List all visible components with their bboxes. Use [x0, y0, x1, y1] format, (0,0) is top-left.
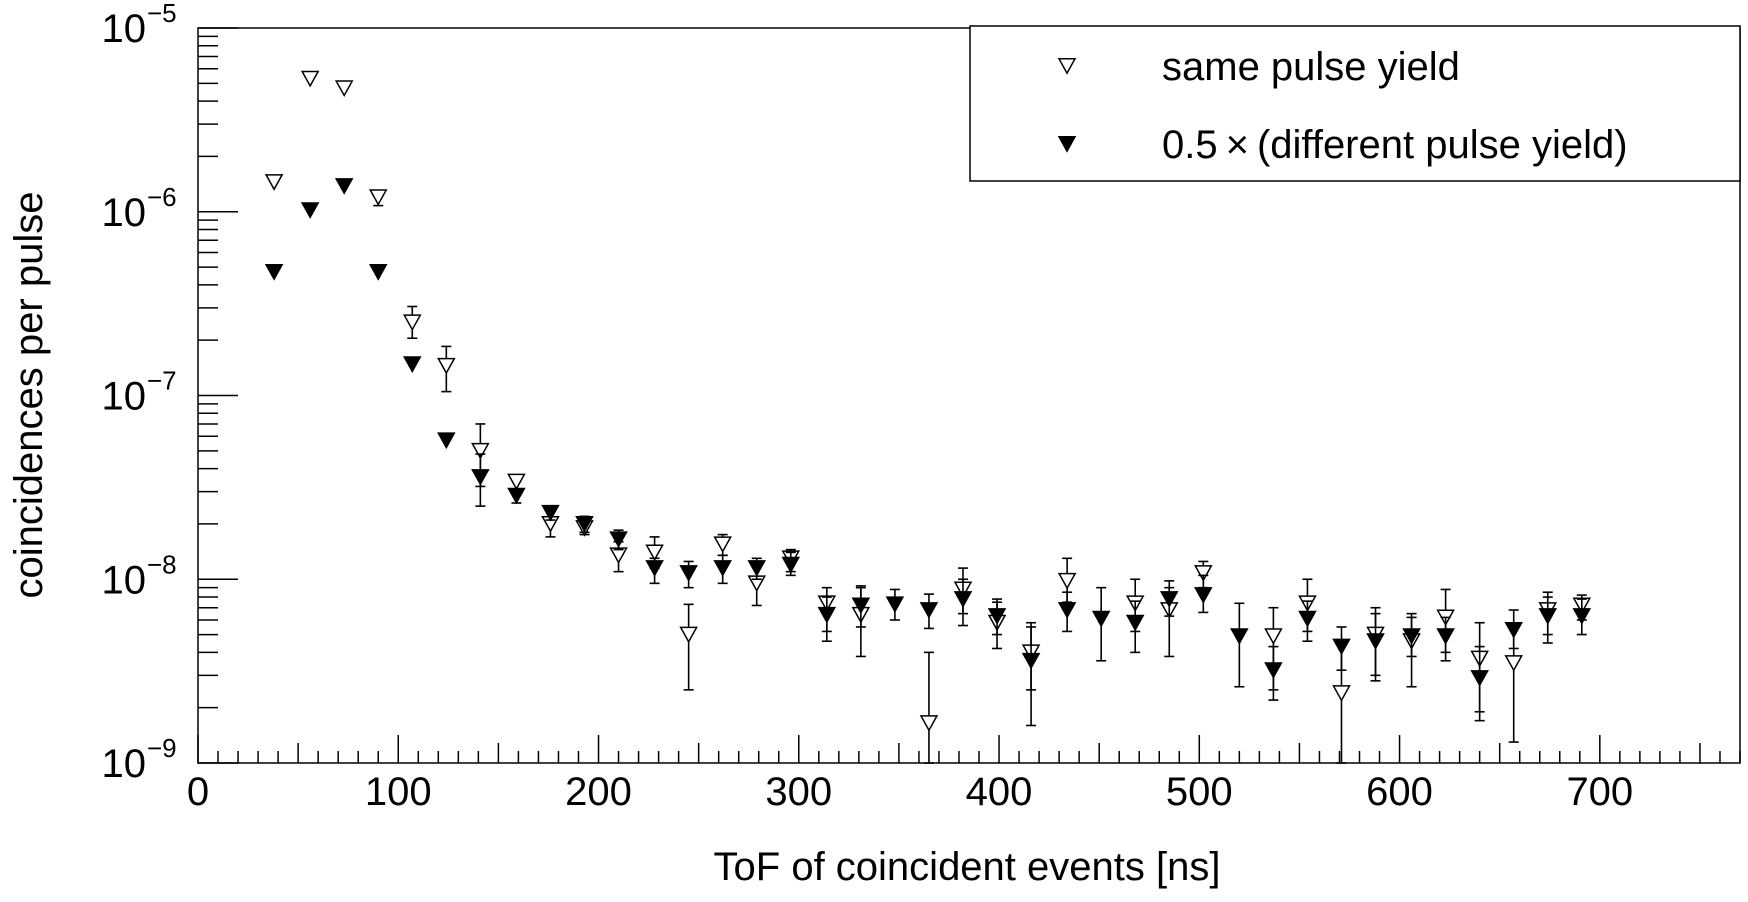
data-point [1125, 614, 1145, 632]
legend: same pulse yield 0.5 × (different pulse y… [969, 25, 1741, 182]
data-point [781, 556, 801, 574]
y-tick-label-exponent: −9 [147, 733, 177, 763]
y-axis: 10−910−810−710−610−5 [102, 0, 238, 786]
data-point [1332, 638, 1351, 656]
legend-box [969, 25, 1741, 182]
data-point [300, 202, 320, 219]
data-point [1402, 628, 1421, 645]
data-point [1538, 608, 1558, 625]
data-point [1194, 587, 1213, 604]
data-point [1264, 662, 1283, 679]
data-point [609, 531, 628, 549]
x-tick-label: 700 [1566, 770, 1633, 814]
data-point [1057, 602, 1077, 619]
data-point [1057, 572, 1077, 590]
data-point [368, 264, 388, 281]
y-tick-label-base: 10 [102, 558, 147, 602]
data-point [264, 264, 284, 281]
data-point [1470, 670, 1489, 687]
data-point [403, 356, 422, 373]
x-tick-label: 400 [966, 770, 1033, 814]
data-point [713, 560, 732, 577]
data-point [1572, 608, 1592, 625]
x-tick-label: 200 [565, 770, 632, 814]
data-point [507, 487, 526, 505]
data-point [817, 606, 837, 624]
data-point [919, 602, 939, 619]
data-point [334, 178, 354, 195]
data-point [300, 70, 320, 88]
data-point [437, 432, 456, 450]
data-point [679, 626, 698, 644]
data-point [575, 515, 594, 533]
data-point [713, 536, 732, 554]
data-point [1436, 628, 1455, 645]
data-point [919, 715, 939, 732]
data-point [1264, 628, 1283, 645]
data-point [747, 560, 766, 577]
y-tick-label-exponent: −5 [147, 0, 177, 28]
data-point [1366, 633, 1385, 650]
x-tick-label: 100 [365, 770, 432, 814]
data-point [368, 189, 388, 206]
x-tick-label: 600 [1366, 770, 1433, 814]
y-tick-label-base: 10 [102, 191, 147, 235]
data-point [1021, 652, 1041, 670]
data-point [679, 565, 698, 582]
data-point [541, 504, 560, 522]
data-point [471, 469, 490, 486]
x-tick-label: 500 [1166, 770, 1233, 814]
y-axis-title: coincidences per pulse [7, 192, 51, 599]
y-tick-label-base: 10 [102, 7, 147, 51]
data-point [1091, 610, 1111, 628]
data-point [264, 174, 284, 191]
legend-marker [1057, 136, 1077, 153]
data-point [1332, 685, 1351, 702]
data-point [885, 596, 905, 614]
data-point [645, 560, 664, 577]
x-axis: 0 100 200 300 400 500 600 700 [187, 735, 1741, 814]
data-point [1194, 565, 1213, 582]
legend-marker [1057, 58, 1077, 75]
data-point [1504, 621, 1523, 639]
data-point [334, 80, 354, 97]
data-point [437, 357, 456, 375]
y-tick-label-exponent: −6 [147, 182, 177, 212]
legend-label: same pulse yield [1162, 45, 1460, 89]
data-point [471, 442, 490, 460]
x-axis-title: ToF of coincident events [ns] [714, 845, 1221, 889]
y-tick-label-base: 10 [102, 375, 147, 419]
data-point [507, 473, 526, 491]
data-point [851, 597, 871, 615]
y-tick-label-exponent: −7 [147, 366, 177, 396]
data-point [1298, 610, 1317, 628]
data-point [1504, 655, 1523, 672]
x-tick-label: 0 [187, 770, 209, 814]
legend-label: 0.5 × (different pulse yield) [1162, 123, 1628, 167]
data-point [403, 314, 422, 332]
data-point [987, 608, 1007, 625]
x-tick-label: 300 [765, 770, 832, 814]
data-point [1159, 591, 1179, 608]
series-different-pulse [264, 178, 1592, 727]
series-layer [264, 70, 1592, 764]
data-point [1230, 628, 1249, 645]
y-tick-label-base: 10 [102, 742, 147, 786]
y-tick-label-exponent: −8 [147, 549, 177, 579]
data-point [645, 544, 664, 562]
data-point [953, 591, 973, 608]
